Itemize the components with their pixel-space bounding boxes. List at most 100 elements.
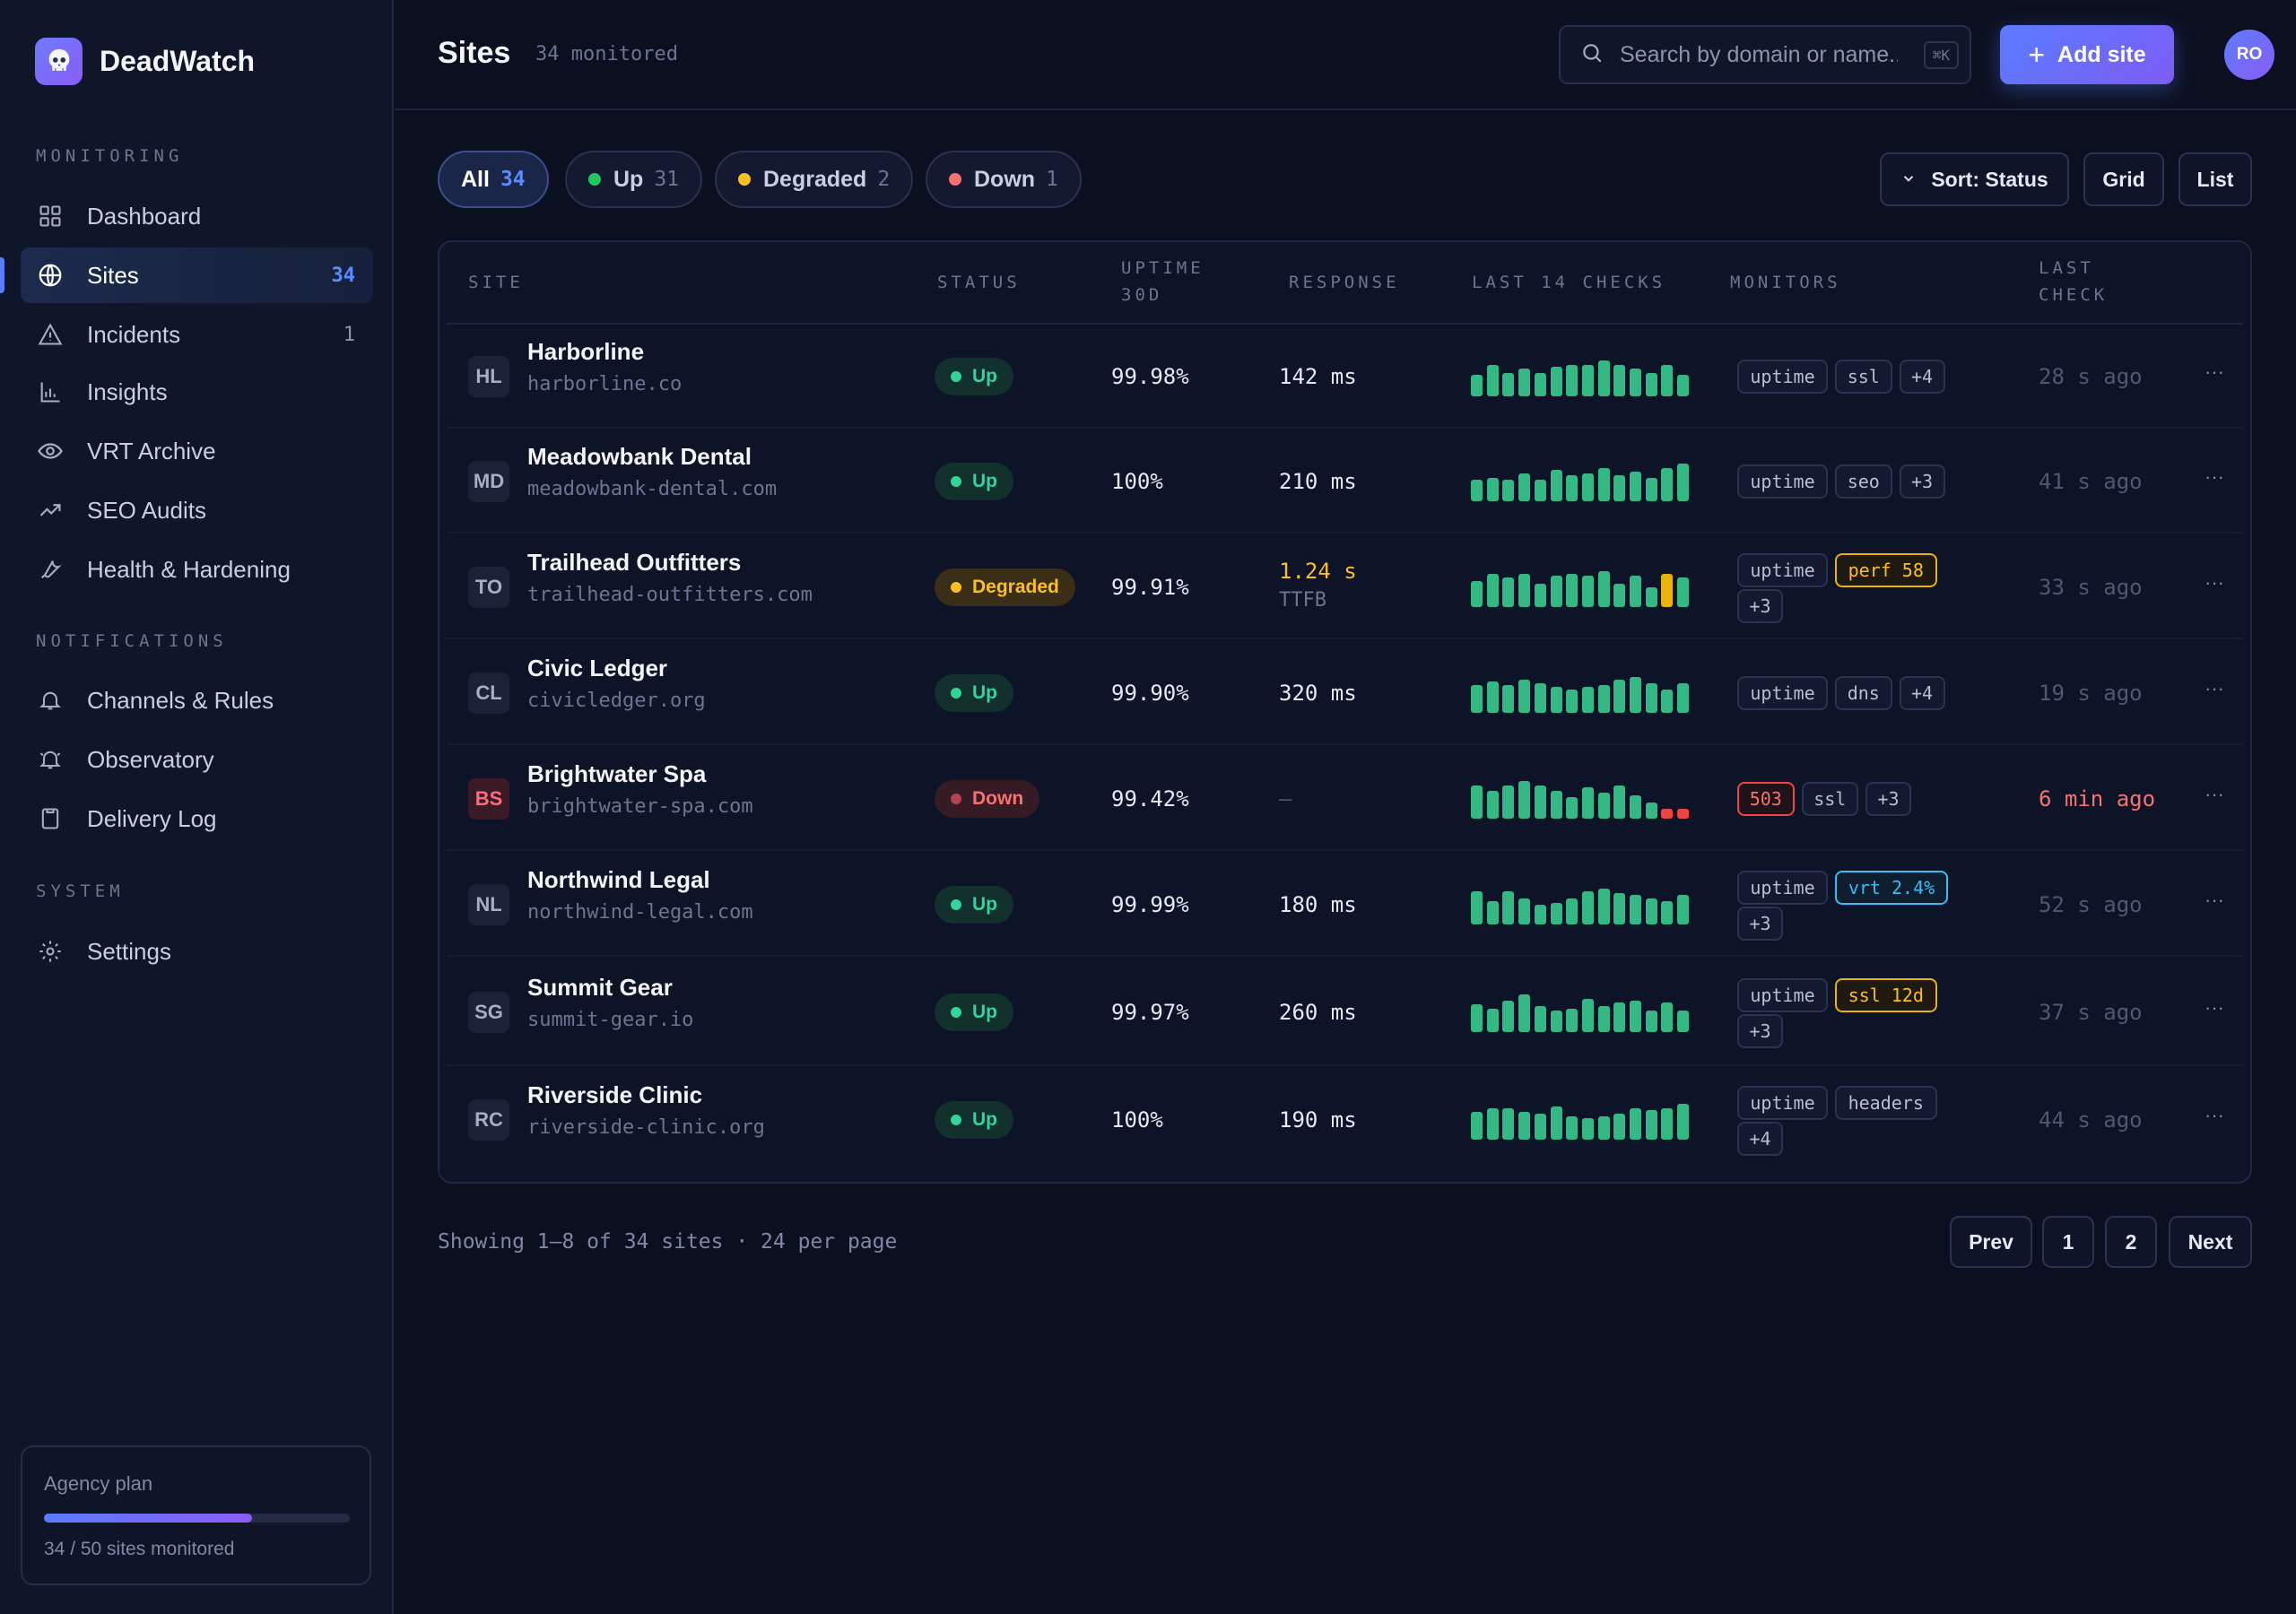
sidebar-item-settings[interactable]: Settings [21, 924, 373, 979]
more-actions-icon[interactable]: ··· [2205, 465, 2224, 488]
monitor-tag[interactable]: ssl [1835, 360, 1892, 394]
monitor-tag[interactable]: uptime [1737, 977, 1828, 1012]
table-row[interactable]: MD Meadowbank Dental meadowbank-dental.com… [447, 430, 2243, 534]
site-name[interactable]: Summit Gear [527, 973, 673, 1001]
column-header-last-check[interactable]: LAST CHECK [2039, 255, 2108, 308]
monitor-tag[interactable]: +3 [1899, 464, 1945, 499]
table-row[interactable]: SG Summit Gear summit-gear.io Up 99.97% 260 m… [447, 958, 2243, 1066]
page-2-button[interactable]: 2 [2105, 1216, 2157, 1268]
sites-table: SITE STATUS UPTIME 30D RESPONSE LAST 14 … [438, 240, 2252, 1184]
table-row[interactable]: BS Brightwater Spa brightwater-spa.com Down… [447, 746, 2243, 851]
monitor-tag[interactable]: uptime [1737, 552, 1828, 587]
prev-page-button[interactable]: Prev [1950, 1216, 2032, 1268]
filter-all[interactable]: All 34 [438, 151, 549, 208]
filter-count: 31 [654, 168, 680, 191]
monitor-tag[interactable]: +3 [1737, 906, 1783, 941]
sort-button[interactable]: Sort: Status [1880, 152, 2069, 206]
sidebar-item-channels-rules[interactable]: Channels & Rules [21, 672, 373, 728]
table-row[interactable]: NL Northwind Legal northwind-legal.com Up 99… [447, 852, 2243, 957]
table-row[interactable]: CL Civic Ledger civicledger.org Up 99.90% 320… [447, 640, 2243, 745]
column-header-status[interactable]: STATUS [937, 273, 1021, 292]
sidebar-item-vrt-archive[interactable]: VRT Archive [21, 423, 373, 479]
monitor-tag[interactable]: uptime [1737, 360, 1828, 394]
status-dot-icon [951, 476, 961, 487]
more-actions-icon[interactable]: ··· [2205, 1104, 2224, 1126]
sidebar-item-dashboard[interactable]: Dashboard [21, 188, 373, 244]
column-header-response[interactable]: RESPONSE [1289, 273, 1400, 292]
brand[interactable]: DeadWatch [35, 38, 255, 85]
site-name[interactable]: Civic Ledger [527, 654, 668, 681]
monitor-tag[interactable]: seo [1835, 464, 1892, 499]
monitor-tag[interactable]: +4 [1737, 1122, 1783, 1156]
sidebar-item-insights[interactable]: Insights [21, 364, 373, 420]
monitor-tag[interactable]: +4 [1899, 360, 1945, 394]
sidebar-item-seo-audits[interactable]: SEO Audits [21, 482, 373, 538]
check-bar [1581, 575, 1594, 607]
column-header-uptime[interactable]: UPTIME 30D [1121, 255, 1205, 308]
table-row[interactable]: TO Trailhead Outfitters trailhead-outfitte… [447, 534, 2243, 639]
monitor-tag[interactable]: +3 [1737, 1013, 1783, 1048]
monitor-tag[interactable]: uptime [1737, 870, 1828, 905]
next-page-button[interactable]: Next [2169, 1216, 2252, 1268]
uptime-value: 99.91% [1111, 574, 1189, 600]
check-bar [1613, 679, 1626, 713]
search-box[interactable]: ⌘K [1559, 25, 1971, 84]
monitor-tag[interactable]: perf 58 [1835, 552, 1937, 587]
more-actions-icon[interactable]: ··· [2205, 782, 2224, 805]
check-bar [1518, 780, 1531, 819]
more-actions-icon[interactable]: ··· [2205, 570, 2224, 594]
status-label: Up [972, 681, 997, 703]
sidebar-item-delivery-log[interactable]: Delivery Log [21, 791, 373, 846]
grid-view-button[interactable]: Grid [2083, 152, 2164, 206]
monitor-tag[interactable]: 503 [1737, 781, 1795, 816]
column-header-site[interactable]: SITE [468, 273, 524, 292]
plan-card[interactable]: Agency plan 34 / 50 sites monitored [21, 1445, 371, 1585]
monitor-tag[interactable]: uptime [1737, 464, 1828, 499]
sidebar-item-label: Insights [87, 377, 168, 405]
sidebar-item-observatory[interactable]: Observatory [21, 732, 373, 787]
page-1-button[interactable]: 1 [2042, 1216, 2094, 1268]
site-name[interactable]: Trailhead Outfitters [527, 548, 742, 576]
user-avatar[interactable]: RO [2224, 30, 2274, 80]
search-input[interactable] [1620, 41, 1898, 68]
check-bar [1645, 802, 1657, 819]
list-view-button[interactable]: List [2179, 152, 2252, 206]
filter-down[interactable]: Down 1 [926, 151, 1082, 208]
site-name[interactable]: Meadowbank Dental [527, 443, 752, 470]
monitor-tag[interactable]: dns [1835, 675, 1892, 710]
monitor-tag[interactable]: uptime [1737, 675, 1828, 710]
filter-up[interactable]: Up 31 [565, 151, 703, 208]
check-bar [1581, 365, 1594, 396]
sidebar-item-incidents[interactable]: Incidents 1 [21, 307, 373, 362]
site-name[interactable]: Riverside Clinic [527, 1081, 703, 1108]
monitor-tag[interactable]: +3 [1866, 781, 1911, 816]
monitor-tag[interactable]: ssl [1801, 781, 1858, 816]
sidebar-item-sites[interactable]: Sites 34 [21, 247, 373, 303]
sidebar-item-label: Incidents [87, 320, 181, 348]
monitor-tag[interactable]: uptime [1737, 1086, 1828, 1120]
status-label: Up [972, 366, 997, 386]
monitor-tag[interactable]: +4 [1899, 675, 1945, 710]
check-bar [1502, 684, 1515, 713]
check-bar [1534, 373, 1546, 396]
more-actions-icon[interactable]: ··· [2205, 676, 2224, 699]
monitor-tag[interactable]: +3 [1737, 588, 1783, 623]
more-actions-icon[interactable]: ··· [2205, 995, 2224, 1019]
table-row[interactable]: RC Riverside Clinic riverside-clinic.org Up… [447, 1067, 2243, 1173]
more-actions-icon[interactable]: ··· [2205, 888, 2224, 911]
add-site-button[interactable]: + Add site [2000, 25, 2174, 84]
filter-count: 1 [1046, 168, 1058, 191]
check-bar [1661, 573, 1674, 607]
sidebar-item-health-hardening[interactable]: Health & Hardening [21, 542, 373, 597]
more-actions-icon[interactable]: ··· [2205, 360, 2224, 383]
monitor-tag[interactable]: vrt 2.4% [1835, 870, 1948, 905]
monitor-tag[interactable]: headers [1835, 1086, 1937, 1120]
check-bar [1630, 794, 1641, 819]
table-row[interactable]: HL Harborline harborline.co Up 99.98% 142 ms u… [447, 325, 2243, 429]
site-name[interactable]: Brightwater Spa [527, 759, 707, 787]
filter-degraded[interactable]: Degraded 2 [715, 151, 914, 208]
site-name[interactable]: Harborline [527, 338, 645, 365]
monitor-tag[interactable]: ssl 12d [1835, 977, 1937, 1012]
site-name[interactable]: Northwind Legal [527, 865, 710, 893]
check-history-sparkline [1471, 568, 1692, 607]
